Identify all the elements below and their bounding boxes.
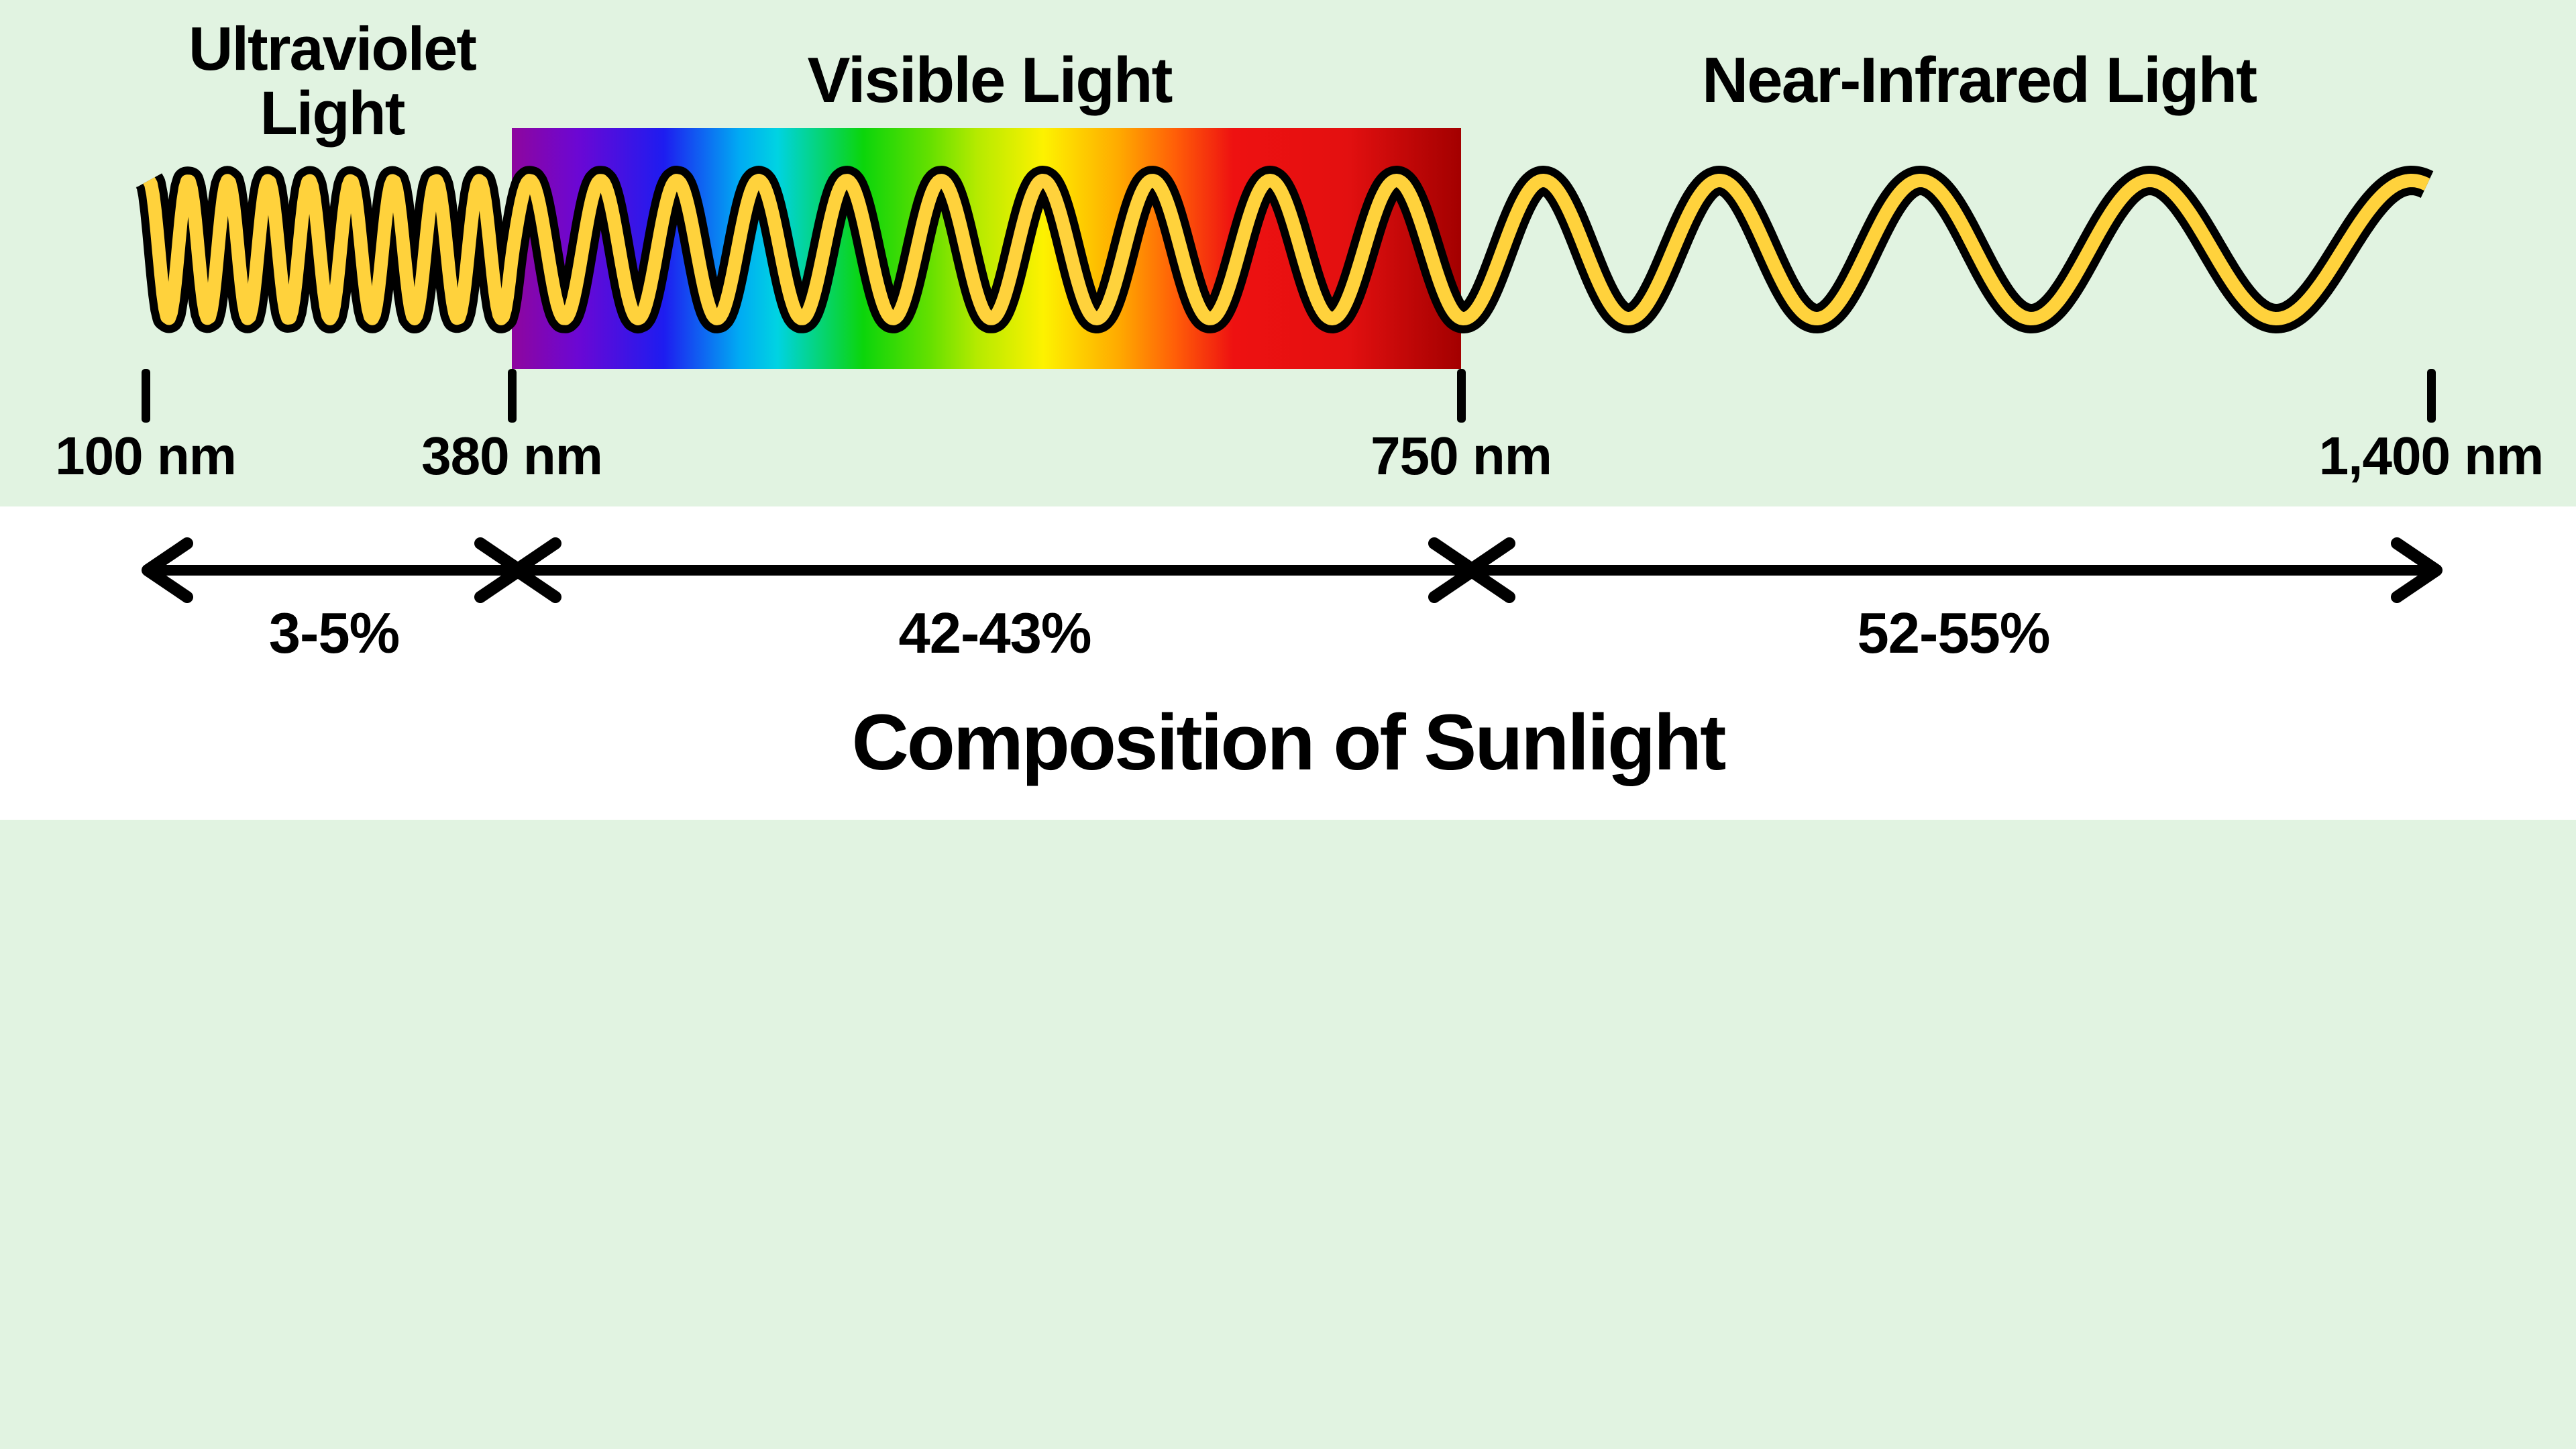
label-near-infrared-light: Near-Infrared Light (1701, 44, 2257, 116)
bottom-background-band (0, 820, 2576, 1449)
label-ultraviolet-line1: Ultraviolet (189, 15, 477, 83)
axis-label-100nm: 100 nm (55, 426, 237, 486)
diagram-title: Composition of Sunlight (851, 698, 1727, 787)
share-label-nir: 52-55% (1857, 602, 2051, 665)
label-ultraviolet-line2: Light (260, 79, 406, 148)
label-visible-light: Visible Light (807, 44, 1173, 116)
axis-tick-750nm (1457, 369, 1466, 423)
axis-label-750nm: 750 nm (1371, 426, 1552, 486)
axis-tick-100nm (142, 369, 150, 423)
axis-tick-380nm (508, 369, 517, 423)
visible-spectrum-gradient-box (512, 128, 1461, 369)
axis-label-1400nm: 1,400 nm (2318, 426, 2544, 486)
axis-label-380nm: 380 nm (421, 426, 603, 486)
share-label-uv: 3-5% (268, 602, 400, 665)
composition-white-band (0, 506, 2576, 820)
share-label-vis: 42-43% (898, 602, 1092, 665)
label-ultraviolet-light: Ultraviolet Light (30, 17, 634, 146)
axis-tick-1400nm (2427, 369, 2436, 423)
